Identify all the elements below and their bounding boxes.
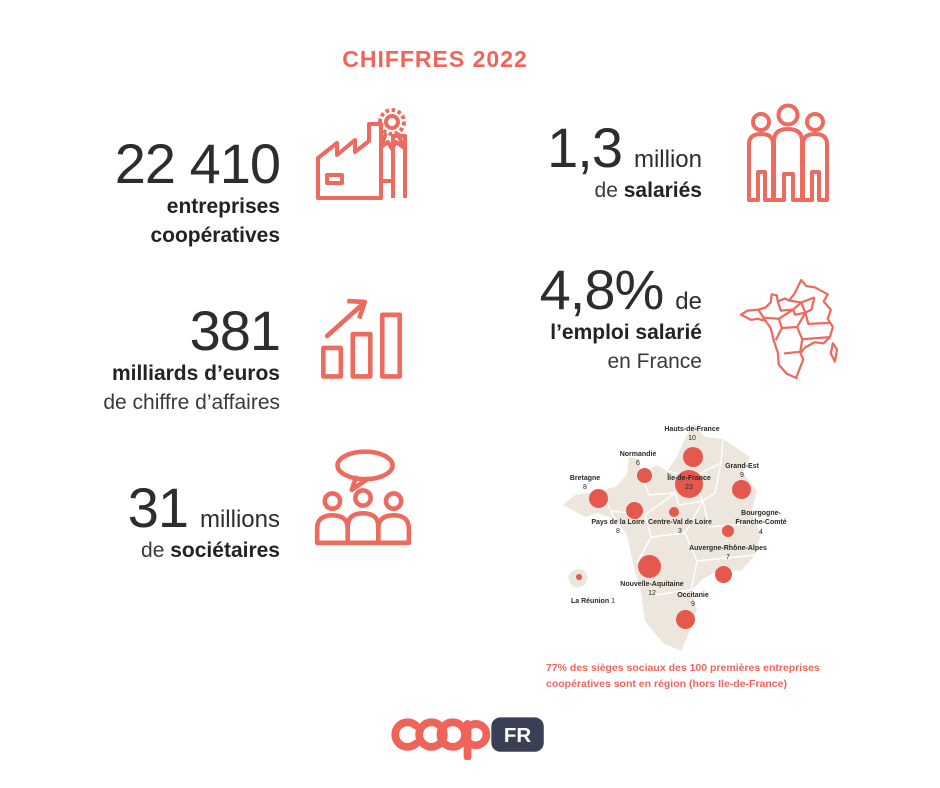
stat-revenue: 381 milliards d’euros de chiffre d’affai… (40, 299, 281, 417)
map-region-label: Centre-Val de Loire 3 (648, 519, 712, 536)
map-region-label: Normandie 6 (619, 451, 657, 468)
stat-members: 31 millions de sociétaires (40, 480, 280, 567)
map-region-label: Nouvelle-Aquitaine 12 (620, 581, 684, 598)
map-region-label: Occitanie 9 (677, 592, 709, 609)
coopfr-logo: FR (391, 717, 544, 760)
map-region-label: Île-de-France 23 (667, 475, 711, 492)
stat-label: en France (607, 349, 702, 373)
factory-award-icon (316, 108, 407, 200)
logo-fr-badge (491, 717, 544, 752)
map-region-label: Auvergne-Rhône-Alpes 7 (689, 545, 767, 562)
map-region-label: Pays de la Loire 8 (591, 519, 645, 536)
france-bubble-map: Hauts-de-France 10 Normandie 6 Grand-Est… (545, 413, 840, 660)
people-speech-bubble-icon (314, 449, 412, 546)
page-title: CHIFFRES 2022 (342, 46, 528, 72)
stat-label: de sociétaires (141, 539, 280, 562)
logo-letter-p-bowl (461, 720, 491, 750)
growth-bars-icon (321, 298, 403, 379)
stat-salaried-employment: 4,8% de l’emploi salarié en France (510, 262, 702, 376)
stat-label: milliards d’euros (111, 362, 280, 385)
map-bubble-occitanie (676, 610, 695, 629)
map-bubble-la-reunion (576, 574, 582, 580)
logo-fr-text: FR (504, 724, 532, 747)
map-bubble-bretagne (589, 489, 608, 508)
stat-value: 31 millions (127, 476, 280, 539)
map-bubble-centre-val-de-loire (669, 507, 679, 517)
map-region-label: La Réunion 1 (570, 598, 616, 605)
map-bubble-pays-de-la-loire (626, 502, 643, 519)
map-region-label: Bretagne 8 (569, 475, 601, 492)
map-bubble-ile-de-france (675, 470, 703, 498)
map-bubble-grand-est (732, 480, 751, 499)
map-region-label: Hauts-de-France 10 (664, 426, 720, 443)
stat-employees-count: 1,3 million de salariés (520, 120, 702, 205)
map-bubble-normandie (637, 468, 652, 483)
stat-value: 381 (189, 299, 281, 362)
stat-label: de chiffre d’affaires (103, 390, 280, 414)
stat-label: entreprises (166, 195, 280, 218)
map-bubble-auvergne-rhone-alpes (715, 566, 732, 583)
logo-letter-c (391, 718, 420, 751)
stat-value: 4,8% de (539, 258, 702, 321)
map-region-label: Grand-Est 9 (725, 463, 759, 480)
map-caption: 77% des sièges sociaux des 100 premières… (546, 662, 820, 691)
stat-value: 1,3 million (547, 116, 702, 179)
map-bubble-nouvelle-aquitaine (638, 555, 661, 578)
stat-cooperative-enterprises: 22 410 entreprises coopératives (40, 132, 281, 250)
map-bubble-bourgogne-franche-comte (722, 525, 734, 537)
three-people-icon (747, 103, 829, 202)
france-regions-icon (739, 278, 839, 380)
stat-label: de salariés (594, 179, 702, 202)
map-region-label: Bourgogne-Franche-Comté 4 (735, 510, 787, 536)
stat-label: coopératives (150, 223, 280, 247)
map-bubble-hauts-de-france (683, 447, 703, 467)
stat-label: l’emploi salarié (550, 321, 702, 344)
stat-value: 22 410 (114, 132, 281, 195)
